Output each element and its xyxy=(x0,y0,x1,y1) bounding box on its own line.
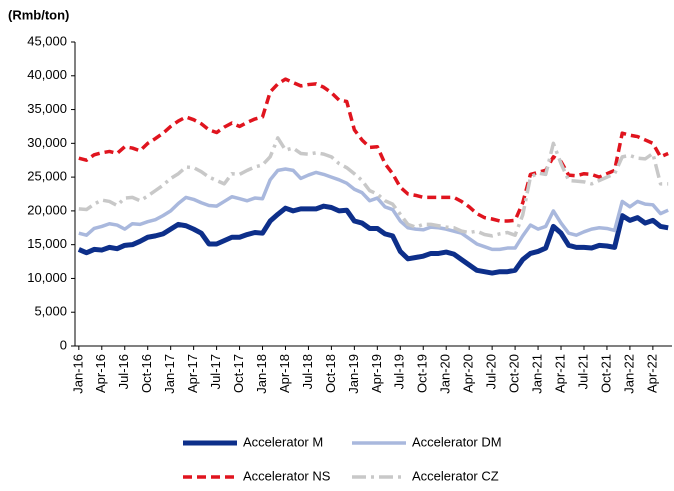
x-tick-label: Oct-21 xyxy=(598,354,613,393)
x-tick-label: Apr-21 xyxy=(552,354,567,393)
x-tick-label: Apr-17 xyxy=(185,354,200,393)
y-tick-label: 35,000 xyxy=(27,101,67,116)
legend-label: Accelerator M xyxy=(243,434,323,449)
x-tick-label: Jan-17 xyxy=(162,354,177,394)
x-tick-label: Jan-20 xyxy=(438,354,453,394)
y-tick-label: 25,000 xyxy=(27,169,67,184)
x-tick-label: Oct-19 xyxy=(415,354,430,393)
y-tick-label: 5,000 xyxy=(34,304,67,319)
x-tick-label: Apr-16 xyxy=(93,354,108,393)
y-tick-label: 10,000 xyxy=(27,270,67,285)
y-tick-label: 15,000 xyxy=(27,236,67,251)
x-tick-label: Jan-22 xyxy=(621,354,636,394)
x-tick-label: Jan-16 xyxy=(70,354,85,394)
series-line xyxy=(78,167,669,252)
y-tick-label: 40,000 xyxy=(27,67,67,82)
series-line xyxy=(78,136,669,238)
x-tick-label: Apr-22 xyxy=(644,354,659,393)
x-tick-label: Jan-21 xyxy=(529,354,544,394)
legend-label: Accelerator NS xyxy=(243,468,331,483)
legend-label: Accelerator DM xyxy=(412,434,502,449)
x-tick-label: Oct-16 xyxy=(139,354,154,393)
y-tick-label: 20,000 xyxy=(27,202,67,217)
x-tick-label: Jul-19 xyxy=(392,354,407,389)
x-tick-label: Jul-21 xyxy=(575,354,590,389)
x-tick-label: Oct-20 xyxy=(507,354,522,393)
legend-label: Accelerator CZ xyxy=(412,468,499,483)
y-tick-label: 30,000 xyxy=(27,135,67,150)
x-tick-label: Jul-20 xyxy=(484,354,499,389)
x-tick-label: Jul-18 xyxy=(300,354,315,389)
y-tick-label: 0 xyxy=(60,337,67,352)
y-axis-label: (Rmb/ton) xyxy=(8,7,69,22)
x-tick-label: Oct-17 xyxy=(231,354,246,393)
x-tick-label: Jan-18 xyxy=(254,354,269,394)
x-tick-label: Jul-17 xyxy=(208,354,223,389)
x-tick-label: Apr-18 xyxy=(277,354,292,393)
series-line xyxy=(78,77,669,223)
x-tick-label: Apr-20 xyxy=(461,354,476,393)
x-tick-label: Oct-18 xyxy=(323,354,338,393)
x-tick-label: Jul-16 xyxy=(116,354,131,389)
x-tick-label: Apr-19 xyxy=(369,354,384,393)
series-line xyxy=(77,203,669,276)
x-tick-label: Jan-19 xyxy=(346,354,361,394)
y-tick-label: 45,000 xyxy=(27,33,67,48)
